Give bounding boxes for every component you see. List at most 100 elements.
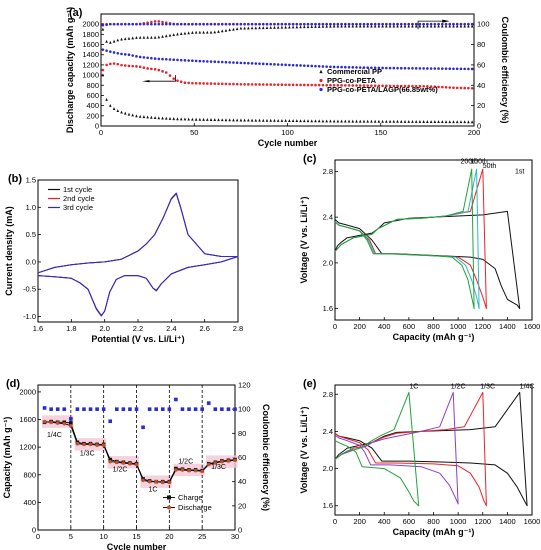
series-2-point [467,67,470,71]
series-2-point [437,67,440,70]
x-axis-label: Potential (V vs. Li/Li⁺) [91,334,184,344]
series-1-point [254,83,258,86]
rate-profile-2 [334,391,459,505]
discharge-point [233,458,237,463]
y-tick-label: 1600 [19,415,36,424]
series-1-point [112,62,116,65]
series-0-point [153,116,157,120]
series-0-point [176,117,179,121]
discharge-point [108,459,113,464]
series-0-point [344,24,347,28]
legend-label: 3rd cycle [63,203,93,212]
efficiency-point [206,401,211,405]
series-0-point [407,24,411,28]
series-0-point [440,24,444,28]
series-0-point [459,120,463,124]
series-0-point [202,117,205,121]
x-tick-label: 200 [353,322,366,331]
series-2-point [127,53,131,57]
series-0-point [280,25,284,29]
series-2-point [344,22,347,26]
series-0-point [448,24,452,28]
series-0-point [314,25,317,28]
y-axis-label: Discharge capacity (mAh g⁻¹) [65,7,75,133]
efficiency-point [134,407,139,411]
y-tick-label: 1600 [82,40,99,49]
series-2-point [403,66,407,70]
series-0-point [455,120,459,124]
series-2-point [120,22,123,26]
y-tick-label: 0 [95,122,99,131]
y-tick-label: 2.4 [323,213,333,222]
series-0-point [284,119,287,122]
panel-e: 0 200 400 600 800 1000 1200 1400 1600 1.6 2.0 2.4 2.… [299,378,540,537]
series-2-point [228,61,231,64]
series-2-point [220,60,224,64]
y-tick-label: 800 [23,470,36,479]
series-1-point [407,84,411,88]
series-2-point [470,22,474,26]
y2-tick-label: 100 [477,20,490,29]
series-2-point [198,22,202,26]
series-0-point [243,26,246,30]
series-2-point [157,57,161,61]
series-2-point [191,22,194,26]
y2-tick-label: 80 [238,429,246,438]
series-2-point [206,22,209,26]
series-2-point [347,22,351,26]
rate-label: 1/4C [47,432,62,439]
series-0-point [142,35,146,39]
series-0-point [138,114,142,118]
series-2-point [168,22,172,26]
series-1-point [418,84,422,88]
series-2-point [284,22,287,26]
series-1-point [455,86,459,90]
series-1-point [284,83,287,87]
series-0-point [276,118,280,122]
series-1-point [273,83,276,86]
right-axis-arrow [417,20,447,30]
series-0-point [437,24,440,28]
series-0-point [329,119,332,123]
x-tick-label: 0 [36,532,40,541]
discharge-point [213,461,218,465]
series-2-point [228,22,231,26]
series-2-point [302,64,306,67]
discharge-point [121,461,126,465]
series-0-point [232,27,235,31]
series-1-point [153,20,157,23]
series-2-point [153,22,157,26]
series-0-point [109,104,112,107]
series-2-point [116,22,120,26]
series-2-point [455,67,459,71]
series-2-point [344,65,347,69]
series-2-point [321,22,325,26]
charge-point [108,457,113,462]
series-0-point [340,24,343,28]
series-2-point [426,67,429,70]
series-0-point [179,117,183,121]
series-0-point [411,119,414,123]
series-0-point [273,25,276,29]
cycle-annotation: 1st [515,169,524,176]
y-tick-label: 2.8 [323,390,333,399]
series-1-point [366,84,369,87]
discharge-point [154,479,158,484]
series-0-point [224,28,228,32]
series-0-point [355,119,358,123]
series-0-point [146,35,149,39]
series-1-point [123,64,127,67]
efficiency-point [160,407,165,411]
series-2-point [414,67,418,70]
rate-profile-3 [334,391,420,507]
series-0-point [261,26,265,30]
series-1-point [142,66,146,69]
x-tick-label: 1000 [450,517,467,526]
x-tick-label: 1600 [524,322,541,331]
series-0-point [247,118,250,122]
series-2-point [232,61,235,64]
series-2-point [183,22,187,26]
series-0-point [183,117,187,121]
x-tick-label: 0 [99,128,103,137]
series-0-point [366,119,369,123]
